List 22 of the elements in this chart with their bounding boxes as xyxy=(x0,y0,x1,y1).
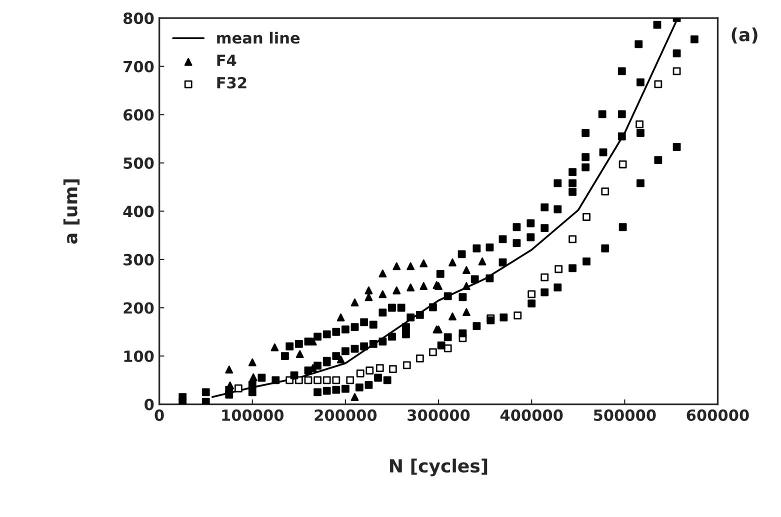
y-tick-label: 400 xyxy=(123,206,154,218)
y-tick-label: 0 xyxy=(144,398,154,410)
legend-label: F32 xyxy=(217,76,246,89)
legend-label: F4 xyxy=(217,54,236,66)
x-tick-label: 400000 xyxy=(500,409,563,421)
legend-label: mean line xyxy=(217,32,300,44)
y-tick-label: 300 xyxy=(124,254,154,266)
x-tick-label: 300000 xyxy=(408,409,470,421)
y-axis-title: a [um] xyxy=(63,179,80,244)
y-tick-label: 600 xyxy=(124,109,154,121)
x-tick-label: 500000 xyxy=(594,409,656,421)
y-tick-label: 500 xyxy=(124,157,154,169)
x-tick-label: 200000 xyxy=(314,409,377,421)
y-tick-label: 700 xyxy=(124,60,154,72)
text: (a) xyxy=(732,27,758,44)
x-tick-label: 100000 xyxy=(222,409,284,421)
y-tick-label: 100 xyxy=(124,350,154,362)
x-tick-label: 0 xyxy=(154,409,164,421)
x-tick-label: 600000 xyxy=(686,409,749,421)
x-axis-title: N [cycles] xyxy=(390,458,488,476)
y-tick-label: 800 xyxy=(124,12,154,24)
y-tick-label: 200 xyxy=(124,302,154,314)
